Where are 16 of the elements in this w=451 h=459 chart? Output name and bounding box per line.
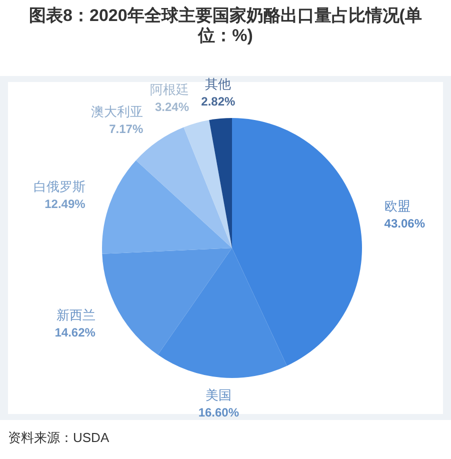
data-label: 2.82% <box>201 94 236 109</box>
slice-label: 欧盟 <box>384 198 410 214</box>
data-label: 14.62% <box>54 325 96 340</box>
slice-label: 白俄罗斯 <box>33 178 86 194</box>
slice-label: 澳大利亚 <box>91 104 144 119</box>
text: 资料来源：USDA <box>8 429 110 447</box>
slice-label: 新西兰 <box>56 307 96 322</box>
data-label: 7.17% <box>109 122 144 136</box>
data-label: 12.49% <box>44 196 86 211</box>
data-label: 43.06% <box>384 216 426 230</box>
data-label: 16.60% <box>198 405 240 420</box>
chart-title: 图表8：2020年全球主要国家奶酪出口量占比情况(单位：%) <box>28 6 423 46</box>
data-label: 3.24% <box>155 100 190 114</box>
slice-label: 美国 <box>206 387 232 402</box>
slice-label: 阿根廷 <box>150 82 190 98</box>
slice-label: 其他 <box>205 76 232 92</box>
